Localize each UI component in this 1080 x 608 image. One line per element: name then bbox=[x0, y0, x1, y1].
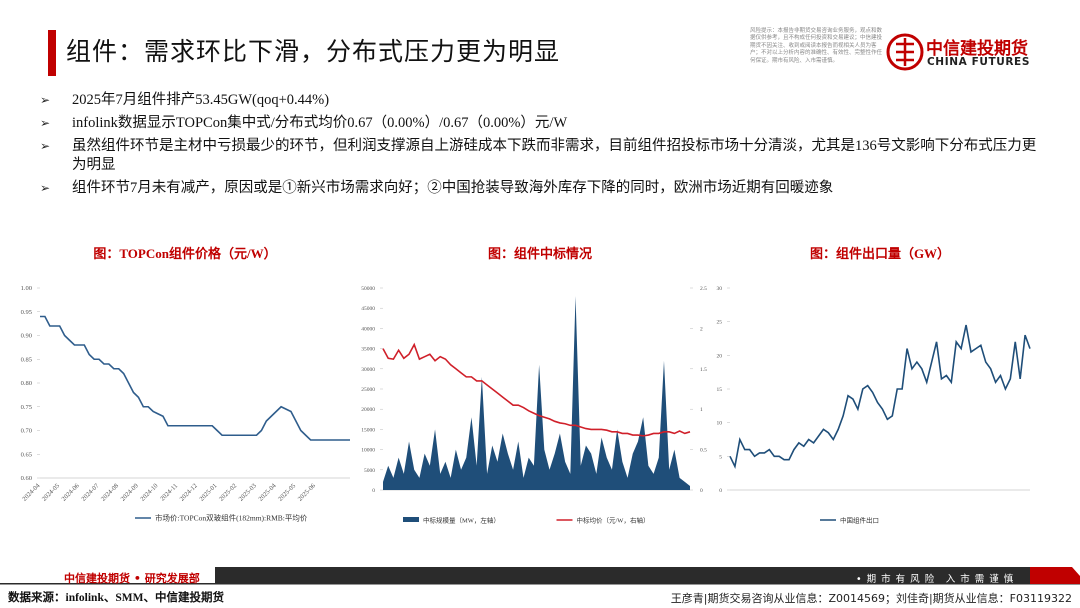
x-tick-label: 2025-04 bbox=[257, 482, 278, 503]
legend-swatch bbox=[403, 517, 419, 522]
logo-name: 中信建投期货 bbox=[926, 39, 1028, 59]
y2-tick-label: 1.5 bbox=[700, 367, 707, 373]
y-tick-label: 0.85 bbox=[21, 356, 32, 363]
y-tick-label: 0.75 bbox=[21, 404, 32, 411]
data-source: 数据来源：infolink、SMM、中信建投期货 bbox=[8, 592, 224, 604]
y-tick-label: 0.95 bbox=[21, 309, 32, 316]
x-tick-label: 2024-11 bbox=[159, 482, 179, 502]
y-tick-label: 40000 bbox=[361, 326, 375, 332]
chart-title: 图：组件中标情况 bbox=[488, 246, 592, 261]
legend-label: 市场价:TOPCon双玻组件(182mm):RMB:平均价 bbox=[155, 513, 308, 523]
department: 中信建投期货 • 研究发展部 bbox=[64, 572, 200, 585]
bullet: infolink数据显示TOPCon集中式/分布式均价0.67（0.00%）/0… bbox=[40, 114, 1040, 133]
disclaimer: 风险提示：本报告非期货交易咨询业务服务，观点和数据仅供参考，且不构成任何投资和交… bbox=[750, 28, 883, 64]
title-accent bbox=[48, 30, 56, 76]
x-tick-label: 2024-04 bbox=[21, 482, 42, 503]
bullet: 虽然组件环节是主材中亏损最少的环节，但利润支撑源自上游硅成本下跌而非需求，目前组… bbox=[40, 137, 1040, 175]
x-tick-label: 2024-05 bbox=[41, 482, 61, 502]
y-tick-label: 1.00 bbox=[21, 285, 32, 292]
y-tick-label: 0 bbox=[719, 488, 722, 494]
x-tick-label: 2025-06 bbox=[297, 482, 318, 503]
logo-circle bbox=[886, 33, 924, 71]
analysts: 王彦青|期货交易咨询从业信息：Z0014569；刘佳奇|期货从业信息：F0311… bbox=[670, 592, 1072, 605]
y-tick-label: 0.65 bbox=[21, 451, 32, 458]
logo-english: CHINA FUTURES bbox=[927, 56, 1030, 68]
y-tick-label: 0.90 bbox=[21, 333, 32, 340]
x-tick-label: 2024-10 bbox=[139, 482, 159, 502]
y-tick-label: 30000 bbox=[361, 367, 375, 373]
footer-tab bbox=[1030, 567, 1080, 584]
x-tick-label: 2025-02 bbox=[218, 482, 238, 502]
y-tick-label: 35000 bbox=[361, 347, 375, 353]
x-tick-label: 2024-07 bbox=[80, 482, 101, 503]
y-tick-label: 25 bbox=[717, 320, 723, 326]
series-line bbox=[382, 342, 691, 437]
y2-tick-label: 0 bbox=[700, 488, 703, 494]
y-tick-label: 20000 bbox=[361, 407, 375, 413]
y-tick-label: 0 bbox=[372, 488, 375, 494]
series-line bbox=[729, 324, 1031, 469]
logo-mark bbox=[896, 38, 914, 66]
x-tick-label: 2025-05 bbox=[277, 482, 297, 502]
x-tick-label: 2024-09 bbox=[120, 482, 140, 502]
footer-left-bg bbox=[0, 566, 60, 584]
risk-warning: • 期 市 有 风 险 入 市 需 谨 慎 bbox=[856, 574, 1015, 585]
x-tick-label: 2024-12 bbox=[179, 482, 199, 502]
footer-line bbox=[0, 583, 1080, 585]
y-tick-label: 10000 bbox=[361, 448, 375, 454]
y-tick-label: 30 bbox=[717, 286, 723, 292]
bullet-list: 2025年7月组件排产53.45GW(qoq+0.44%) infolink数据… bbox=[40, 91, 1040, 202]
y-tick-label: 0.80 bbox=[21, 380, 32, 387]
y-tick-label: 10 bbox=[717, 421, 723, 427]
chart-title: 图：组件出口量（GW） bbox=[810, 246, 950, 261]
y-tick-label: 15 bbox=[717, 387, 723, 393]
y2-tick-label: 1 bbox=[700, 407, 703, 413]
chart-title: 图：TOPCon组件价格（元/W） bbox=[93, 246, 276, 261]
legend-label: 中国组件出口 bbox=[840, 516, 879, 525]
slide-title: 组件：需求环比下滑，分布式压力更为明显 bbox=[66, 37, 561, 66]
y-tick-label: 0.70 bbox=[21, 428, 32, 435]
y2-tick-label: 2.5 bbox=[700, 286, 707, 292]
legend-label: 中标规模量（MW，左轴） bbox=[423, 516, 500, 525]
x-tick-label: 2024-06 bbox=[61, 482, 82, 503]
legend-label: 中标均价（元/W，右轴） bbox=[577, 516, 650, 525]
x-tick-label: 2025-03 bbox=[238, 482, 258, 502]
x-tick-label: 2025-01 bbox=[198, 482, 218, 502]
bullet: 组件环节7月未有减产，原因或是①新兴市场需求向好；②中国抢装导致海外库存下降的同… bbox=[40, 179, 1040, 198]
y-tick-label: 5000 bbox=[364, 468, 375, 474]
bullet: 2025年7月组件排产53.45GW(qoq+0.44%) bbox=[40, 91, 1040, 110]
y-tick-label: 15000 bbox=[361, 427, 375, 433]
series-line bbox=[40, 315, 350, 441]
y2-tick-label: 2 bbox=[700, 326, 703, 332]
y-tick-label: 25000 bbox=[361, 387, 375, 393]
y-tick-label: 5 bbox=[719, 454, 722, 460]
y-tick-label: 20 bbox=[717, 353, 723, 359]
y-tick-label: 50000 bbox=[361, 286, 375, 292]
y2-tick-label: 0.5 bbox=[700, 448, 707, 454]
y-tick-label: 0.60 bbox=[21, 475, 32, 482]
series-area bbox=[383, 296, 690, 490]
footer-bar bbox=[215, 567, 1030, 584]
y-tick-label: 45000 bbox=[361, 306, 375, 312]
x-tick-label: 2024-08 bbox=[100, 482, 120, 502]
